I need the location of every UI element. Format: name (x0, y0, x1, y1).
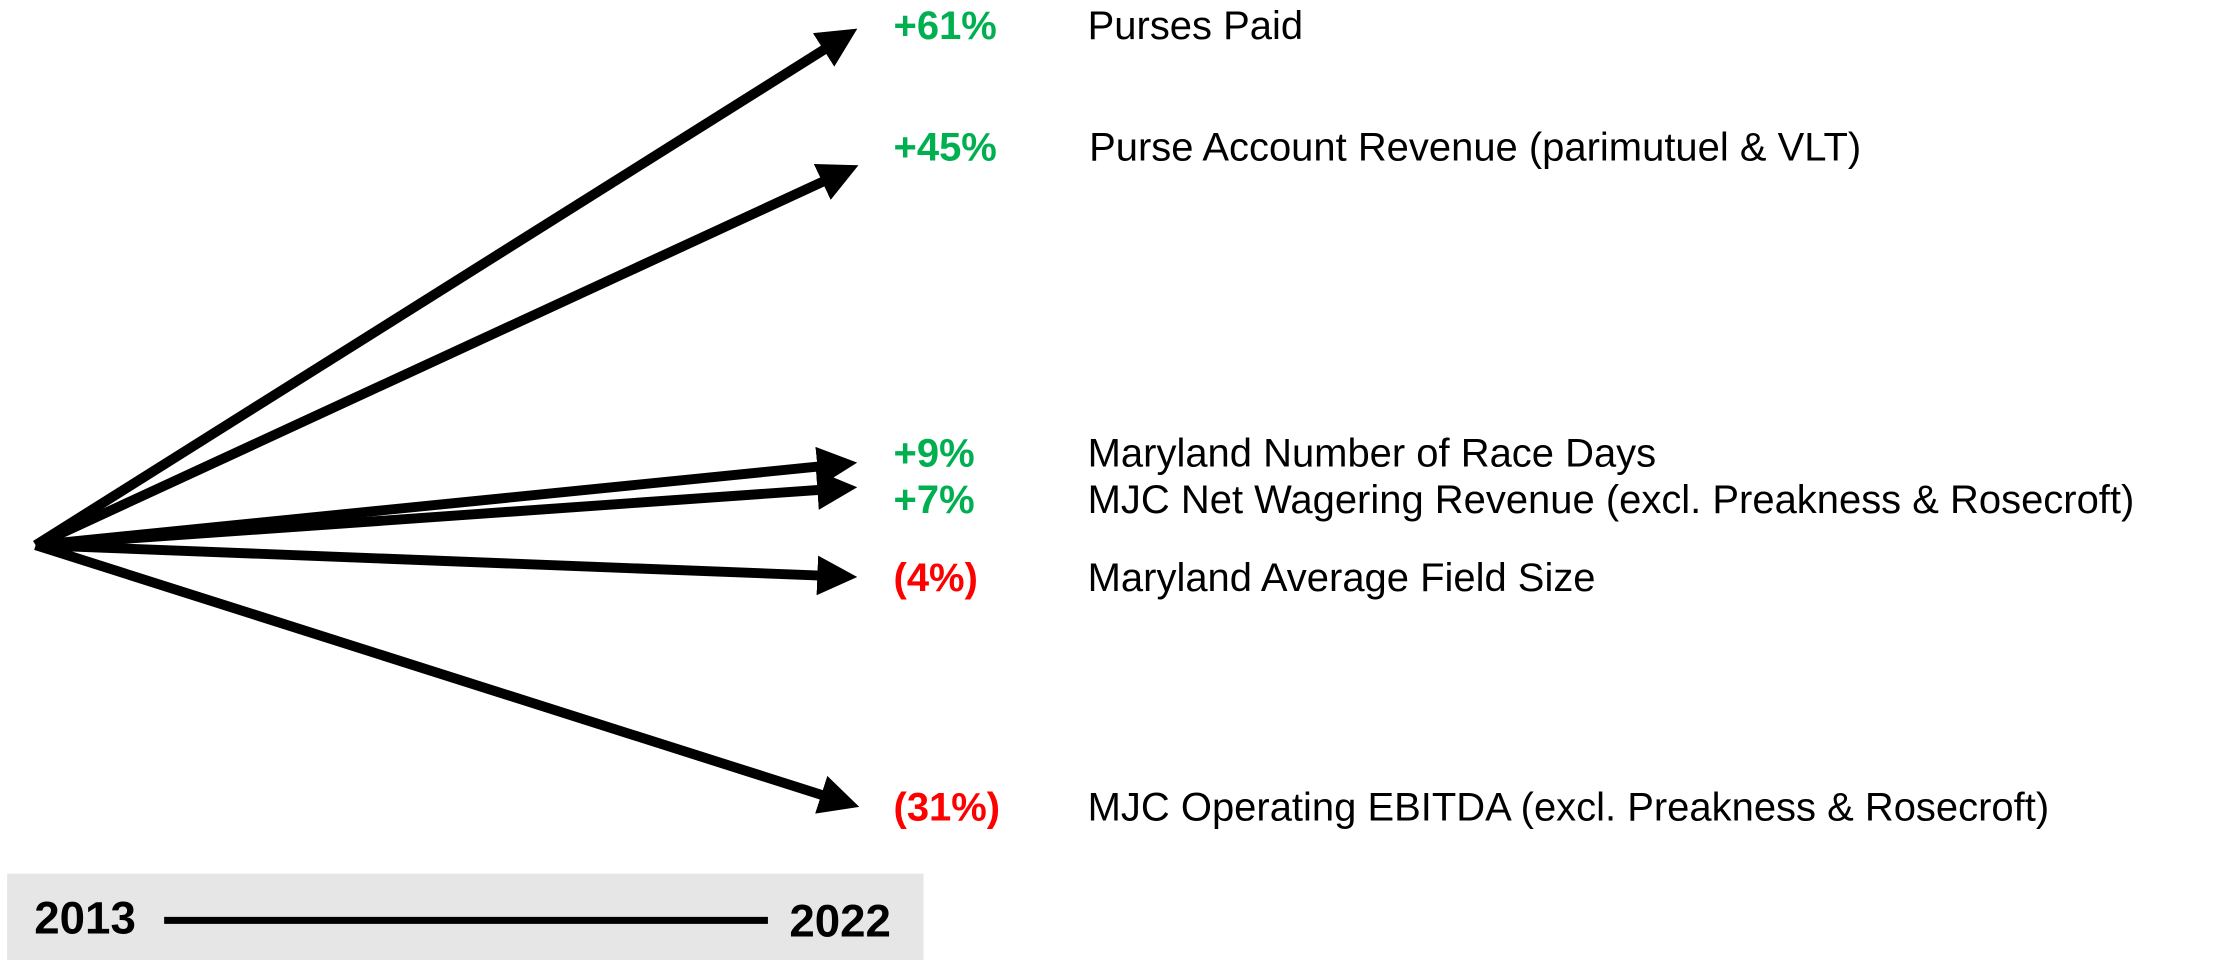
arrow (35, 470, 858, 551)
label: Purses Paid (1088, 4, 1303, 48)
label: Maryland Average Field Size (1088, 556, 1596, 600)
change: (31%) (894, 786, 1001, 830)
label: MJC Net Wagering Revenue (excl. Preaknes… (1088, 478, 2135, 522)
start-year: 2013 (34, 893, 136, 944)
label: Purse Account Revenue (parimutuel & VLT) (1089, 126, 1861, 170)
arrow (35, 540, 858, 596)
change: +7% (894, 478, 975, 522)
change: (4%) (894, 556, 978, 600)
change: +9% (894, 432, 975, 476)
label: Maryland Number of Race Days (1088, 432, 1656, 476)
timeline: 2013 2022 (7, 873, 924, 960)
change: +61% (894, 4, 997, 48)
arrows (33, 28, 860, 814)
arrow (33, 163, 859, 550)
arrow (33, 28, 858, 550)
end-year: 2022 (789, 896, 891, 947)
change: +45% (894, 126, 997, 170)
label: MJC Operating EBITDA (excl. Preakness & … (1088, 786, 2050, 830)
arrow (34, 540, 860, 814)
